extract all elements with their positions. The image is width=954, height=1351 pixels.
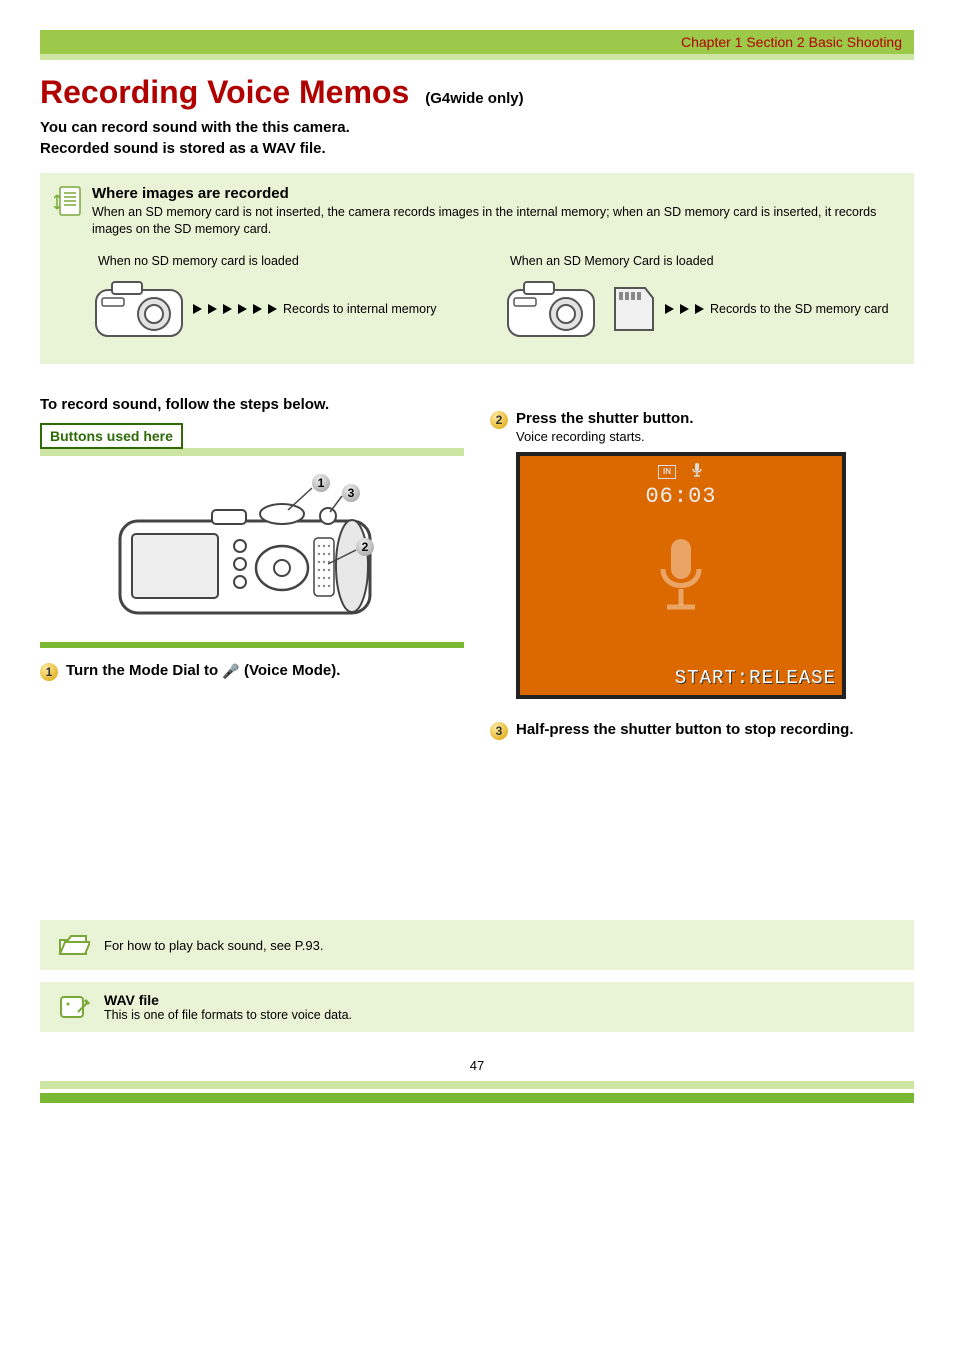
step-title: Press the shutter button.: [516, 410, 914, 427]
flow-with-sd: When an SD Memory Card is loaded: [504, 248, 896, 344]
step-3: 3 Half-press the shutter button to stop …: [490, 721, 914, 740]
title-note: (G4wide only): [425, 90, 523, 107]
arrow-icon: [695, 304, 704, 314]
intro-line-1: You can record sound with the this camer…: [40, 117, 914, 138]
in-badge: IN: [658, 465, 676, 479]
intro-line-2: Recorded sound is stored as a WAV file.: [40, 138, 914, 159]
panel-body: 1 3 2: [40, 456, 464, 626]
manual-page: Chapter 1 Section 2 Basic Shooting Recor…: [0, 0, 954, 1133]
step-1: 1 Turn the Mode Dial to 🎤 (Voice Mode).: [40, 662, 464, 681]
header-accent: [40, 54, 914, 60]
folder-icon: [58, 932, 90, 958]
page-number: 47: [40, 1058, 914, 1073]
step-2: 2 Press the shutter button. Voice record…: [490, 410, 914, 444]
callout-1: 1: [312, 474, 330, 492]
step-title-suffix: (Voice Mode).: [240, 662, 341, 679]
arrow-icon: [193, 304, 202, 314]
flow-right: Records to the SD memory card: [504, 274, 896, 344]
lcd-body: [520, 509, 842, 641]
note-icon: [58, 994, 90, 1020]
intro-text: You can record sound with the this camer…: [40, 117, 914, 159]
page-title: Recording Voice Memos: [40, 74, 409, 111]
glossary-content: WAV file This is one of file formats to …: [104, 992, 352, 1022]
sd-card-icon: [605, 282, 659, 336]
flow-no-sd: When no SD memory card is loaded: [92, 248, 484, 344]
arrow-icon: [253, 304, 262, 314]
steps-heading: To record sound, follow the steps below.: [40, 396, 464, 413]
step-number: 3: [490, 722, 508, 740]
lcd-time: 06:03: [520, 484, 842, 509]
mic-icon: [690, 462, 704, 482]
large-mic-icon: [651, 535, 711, 615]
callout-3: 3: [342, 484, 360, 502]
panel-accent-bar: [40, 642, 464, 648]
info-text: When an SD memory card is not inserted, …: [92, 204, 896, 238]
panel-bar: [40, 448, 464, 456]
step-title-prefix: Turn the Mode Dial to: [66, 662, 222, 679]
lcd-top-row: IN: [520, 456, 842, 482]
reference-text: For how to play back sound, see P.93.: [104, 938, 323, 953]
step-title: Turn the Mode Dial to 🎤 (Voice Mode).: [66, 662, 464, 680]
buttons-panel: Buttons used here: [40, 423, 464, 648]
info-content: Where images are recorded When an SD mem…: [92, 185, 896, 344]
flow-caption-right: When an SD Memory Card is loaded: [510, 254, 896, 268]
recording-flow-row: When no SD memory card is loaded: [92, 248, 896, 344]
panel-tab: Buttons used here: [40, 423, 183, 449]
step-body: Press the shutter button. Voice recordin…: [516, 410, 914, 444]
reference-box: For how to play back sound, see P.93.: [40, 920, 914, 970]
flow-label-right: Records to the SD memory card: [710, 301, 889, 317]
glossary-box: WAV file This is one of file formats to …: [40, 982, 914, 1032]
header-bar: Chapter 1 Section 2 Basic Shooting: [40, 30, 914, 54]
camera-diagram: 1 3 2: [102, 476, 402, 626]
info-box: Where images are recorded When an SD mem…: [40, 173, 914, 364]
step-title: Half-press the shutter button to stop re…: [516, 721, 914, 738]
flow-label-left: Records to internal memory: [283, 301, 437, 317]
step-number: 1: [40, 663, 58, 681]
info-title: Where images are recorded: [92, 185, 896, 202]
title-row: Recording Voice Memos (G4wide only): [40, 74, 914, 111]
arrow-icon: [268, 304, 277, 314]
step-text: Voice recording starts.: [516, 429, 914, 444]
footer-bar: [40, 1093, 914, 1103]
step-number: 2: [490, 411, 508, 429]
camera-icon: [504, 274, 599, 344]
footer-accent: [40, 1081, 914, 1089]
main-columns: To record sound, follow the steps below.…: [40, 370, 914, 741]
flow-left: Records to internal memory: [92, 274, 484, 344]
arrow-icon: [680, 304, 689, 314]
arrow-icon: [238, 304, 247, 314]
lcd-screen: IN 06:03: [516, 452, 846, 700]
glossary-text: This is one of file formats to store voi…: [104, 1008, 352, 1022]
chapter-label: Chapter 1 Section 2 Basic Shooting: [681, 34, 902, 50]
arrow-icon: [208, 304, 217, 314]
right-column: 2 Press the shutter button. Voice record…: [490, 370, 914, 741]
step-body: Turn the Mode Dial to 🎤 (Voice Mode).: [66, 662, 464, 680]
camera-icon: [92, 274, 187, 344]
left-column: To record sound, follow the steps below.…: [40, 370, 464, 741]
callout-2: 2: [356, 538, 374, 556]
glossary-title: WAV file: [104, 992, 352, 1008]
arrow-icon: [223, 304, 232, 314]
arrow-icon: [665, 304, 674, 314]
lcd-footer-text: START:RELEASE: [675, 667, 836, 689]
flow-caption-left: When no SD memory card is loaded: [98, 254, 484, 268]
doc-icon: [54, 185, 82, 223]
step-body: Half-press the shutter button to stop re…: [516, 721, 914, 738]
mic-icon: 🎤: [222, 663, 239, 679]
